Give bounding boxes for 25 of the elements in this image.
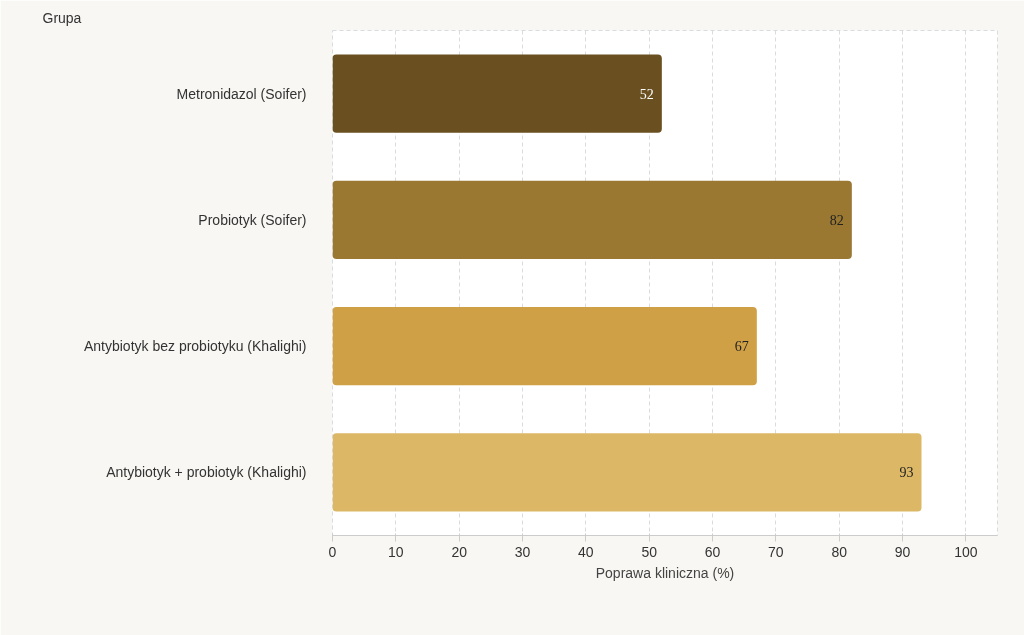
data-label: 52: [639, 86, 654, 102]
y-tick-label: Antybiotyk + probiotyk (Khalighi): [106, 464, 307, 481]
x-tick-label: 60: [704, 543, 721, 560]
x-axis-title: Poprawa kliniczna (%): [595, 564, 735, 581]
y-axis-title: Grupa: [42, 9, 82, 26]
data-label: 67: [734, 339, 749, 355]
bar: [332, 306, 757, 386]
x-tick-label: 90: [894, 543, 911, 560]
x-tick-label: 0: [328, 543, 337, 560]
y-tick-label: Probiotyk (Soifer): [198, 211, 307, 228]
bar: [332, 54, 662, 133]
x-tick-label: 50: [641, 543, 658, 560]
bar: [332, 180, 852, 260]
data-label: 93: [899, 465, 914, 481]
x-tick-label: 70: [768, 543, 784, 560]
x-tick-label: 30: [514, 543, 531, 560]
bar: [332, 433, 922, 512]
x-tick-label: 20: [451, 543, 468, 560]
x-tick-label: 40: [578, 543, 594, 560]
x-tick-label: 10: [388, 543, 404, 560]
y-tick-label: Metronidazol (Soifer): [176, 85, 307, 102]
x-tick-label: 80: [831, 543, 848, 560]
y-tick-label: Antybiotyk bez probiotyku (Khalighi): [83, 338, 307, 355]
data-label: 82: [829, 212, 844, 228]
x-tick-label: 100: [954, 543, 978, 560]
